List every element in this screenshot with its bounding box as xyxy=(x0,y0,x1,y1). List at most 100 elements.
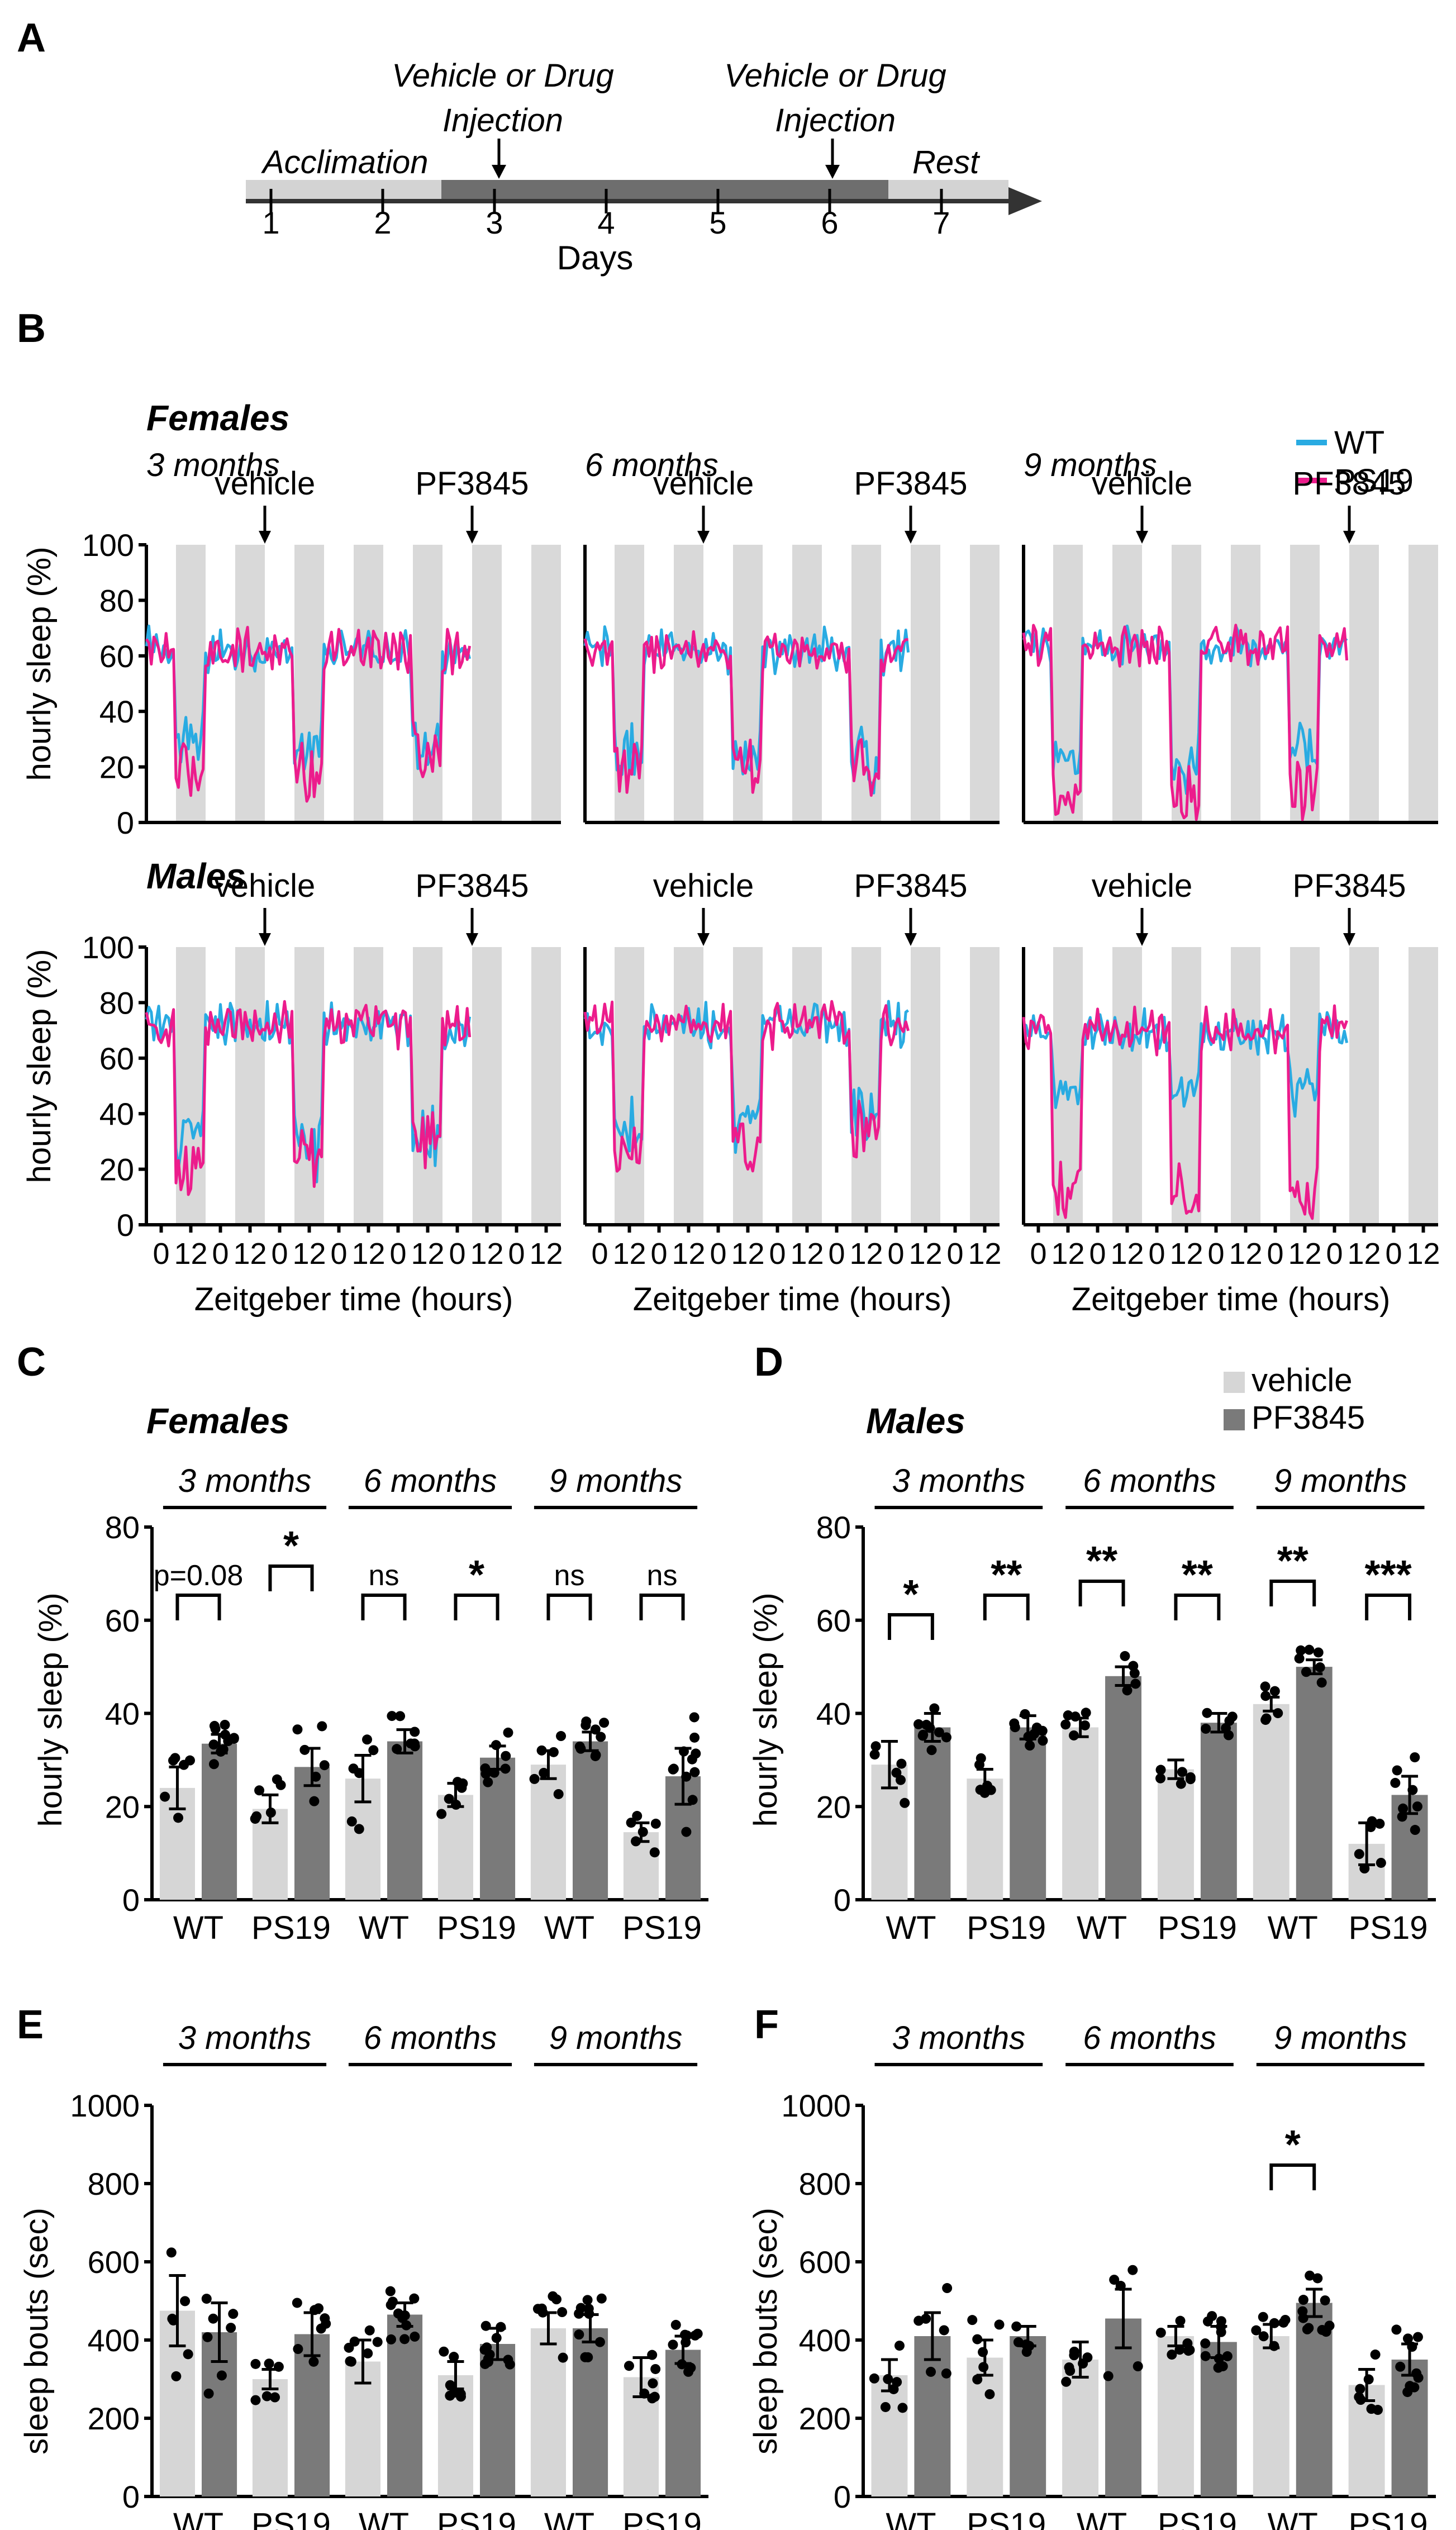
x-tick-label: 0 xyxy=(508,1237,525,1271)
night-shade xyxy=(1231,947,1260,1225)
x-tick-label: 0 xyxy=(1030,1237,1046,1271)
x-tick-label: 0 xyxy=(828,1237,845,1271)
data-point xyxy=(1079,1720,1090,1730)
y-tick-label: 40 xyxy=(99,1096,134,1131)
night-shade xyxy=(1172,545,1201,822)
data-point xyxy=(170,1753,180,1763)
timeline-xlabel: Days xyxy=(557,239,634,277)
data-point xyxy=(590,1751,601,1761)
timeline-treatment-bar xyxy=(441,180,888,201)
data-point xyxy=(647,2350,658,2360)
y-tick-label: 0 xyxy=(122,2479,140,2514)
data-point xyxy=(984,2389,995,2399)
data-point xyxy=(387,2296,398,2307)
data-point xyxy=(1372,2405,1383,2415)
significance-bracket xyxy=(454,1594,499,1620)
significance-bracket xyxy=(1174,1594,1221,1620)
y-tick-label: 100 xyxy=(82,930,134,965)
timeline-day-label-1: 1 xyxy=(262,205,279,240)
data-point xyxy=(1201,1723,1211,1734)
timeline-day-label-4: 4 xyxy=(597,205,615,240)
data-point xyxy=(293,2344,303,2355)
data-point xyxy=(1410,1825,1420,1835)
bar-pf3845 xyxy=(573,1741,608,1900)
category-label: WT xyxy=(544,1910,594,1946)
category-label: WT xyxy=(359,1910,409,1946)
y-tick-label: 80 xyxy=(816,1510,851,1545)
y-tick-label: 60 xyxy=(99,639,134,674)
y-tick-label: 80 xyxy=(105,1510,140,1545)
bar-vehicle xyxy=(871,2375,908,2496)
category-label: WT xyxy=(359,2507,409,2530)
x-tick-label: 12 xyxy=(233,1237,267,1271)
panel-letter-f: F xyxy=(754,2003,779,2047)
x-tick-label: 0 xyxy=(710,1237,726,1271)
line-chart-females-6-months: vehicle PF3845 xyxy=(583,465,1000,824)
night-shade xyxy=(970,947,1000,1225)
data-point xyxy=(1127,2265,1138,2275)
data-point xyxy=(1061,2376,1072,2387)
x-tick-label: 12 xyxy=(849,1237,883,1271)
bar-pf3845 xyxy=(387,2314,423,2496)
data-point xyxy=(316,2323,326,2334)
panel-letter-b: B xyxy=(17,306,46,351)
age-label: 6 months xyxy=(364,1463,497,1499)
data-point xyxy=(250,2395,261,2405)
data-point xyxy=(1355,2384,1365,2394)
y-tick-label: 800 xyxy=(88,2166,140,2201)
data-point xyxy=(1175,2315,1186,2326)
line-chart-females-3-months: 0 20 40 60 80 100 vehicle PF3845 xyxy=(82,465,561,840)
data-point xyxy=(354,1824,364,1834)
x-tick-label: 12 xyxy=(411,1237,444,1271)
data-point xyxy=(1155,1765,1166,1775)
age-label: 3 months xyxy=(892,1463,1026,1499)
x-tick-label: 12 xyxy=(1169,1237,1203,1271)
legend-pf3845-swatch xyxy=(1224,1409,1245,1430)
category-label: PS19 xyxy=(251,2507,331,2530)
night-shade xyxy=(792,545,822,822)
data-point xyxy=(1409,2382,1420,2393)
bar-pf3845 xyxy=(914,2336,951,2496)
age-label: 6 months xyxy=(364,2020,497,2056)
night-shade xyxy=(1349,947,1379,1225)
data-point xyxy=(575,1743,586,1754)
data-point xyxy=(1021,2347,1032,2357)
x-tick-label: 0 xyxy=(650,1237,667,1271)
series-line-ps19 xyxy=(583,1000,910,1173)
significance-bracket xyxy=(887,1613,934,1640)
data-point xyxy=(892,2377,902,2388)
data-point xyxy=(372,2337,383,2347)
data-point xyxy=(308,2356,319,2367)
data-point xyxy=(1316,1677,1327,1688)
bar-vehicle xyxy=(967,1778,1003,1900)
category-label: PS19 xyxy=(622,2507,702,2530)
data-point xyxy=(184,1755,195,1766)
significance-bracket xyxy=(1269,2163,1316,2190)
significance-label: ** xyxy=(1086,1539,1117,1583)
data-point xyxy=(1025,1740,1035,1751)
significance-bracket xyxy=(983,1594,1030,1620)
category-label: WT xyxy=(1268,1910,1318,1946)
y-tick-label: 400 xyxy=(799,2323,851,2358)
night-shade xyxy=(911,545,940,822)
data-point xyxy=(1133,2361,1143,2372)
data-point xyxy=(1120,1651,1130,1661)
night-shade xyxy=(235,545,265,822)
x-tick-label: 0 xyxy=(389,1237,406,1271)
significance-bracket xyxy=(1078,1580,1125,1606)
x-tick-label: 12 xyxy=(1229,1237,1262,1271)
legend-pf3845-label: PF3845 xyxy=(1252,1400,1365,1436)
night-shade xyxy=(1053,947,1083,1225)
night-shade xyxy=(1349,545,1379,822)
data-point xyxy=(1167,2350,1177,2360)
bar-legend: vehicle PF3845 xyxy=(1224,1362,1365,1436)
y-tick-label: 60 xyxy=(99,1041,134,1076)
annotation-arrowhead xyxy=(697,531,710,544)
data-point xyxy=(1155,1773,1166,1784)
data-point xyxy=(1103,2371,1114,2381)
data-point xyxy=(1269,1686,1280,1696)
night-shade xyxy=(1112,545,1142,822)
line-xlabel-6-months: Zeitgeber time (hours) xyxy=(633,1281,952,1318)
data-point xyxy=(345,2356,355,2367)
